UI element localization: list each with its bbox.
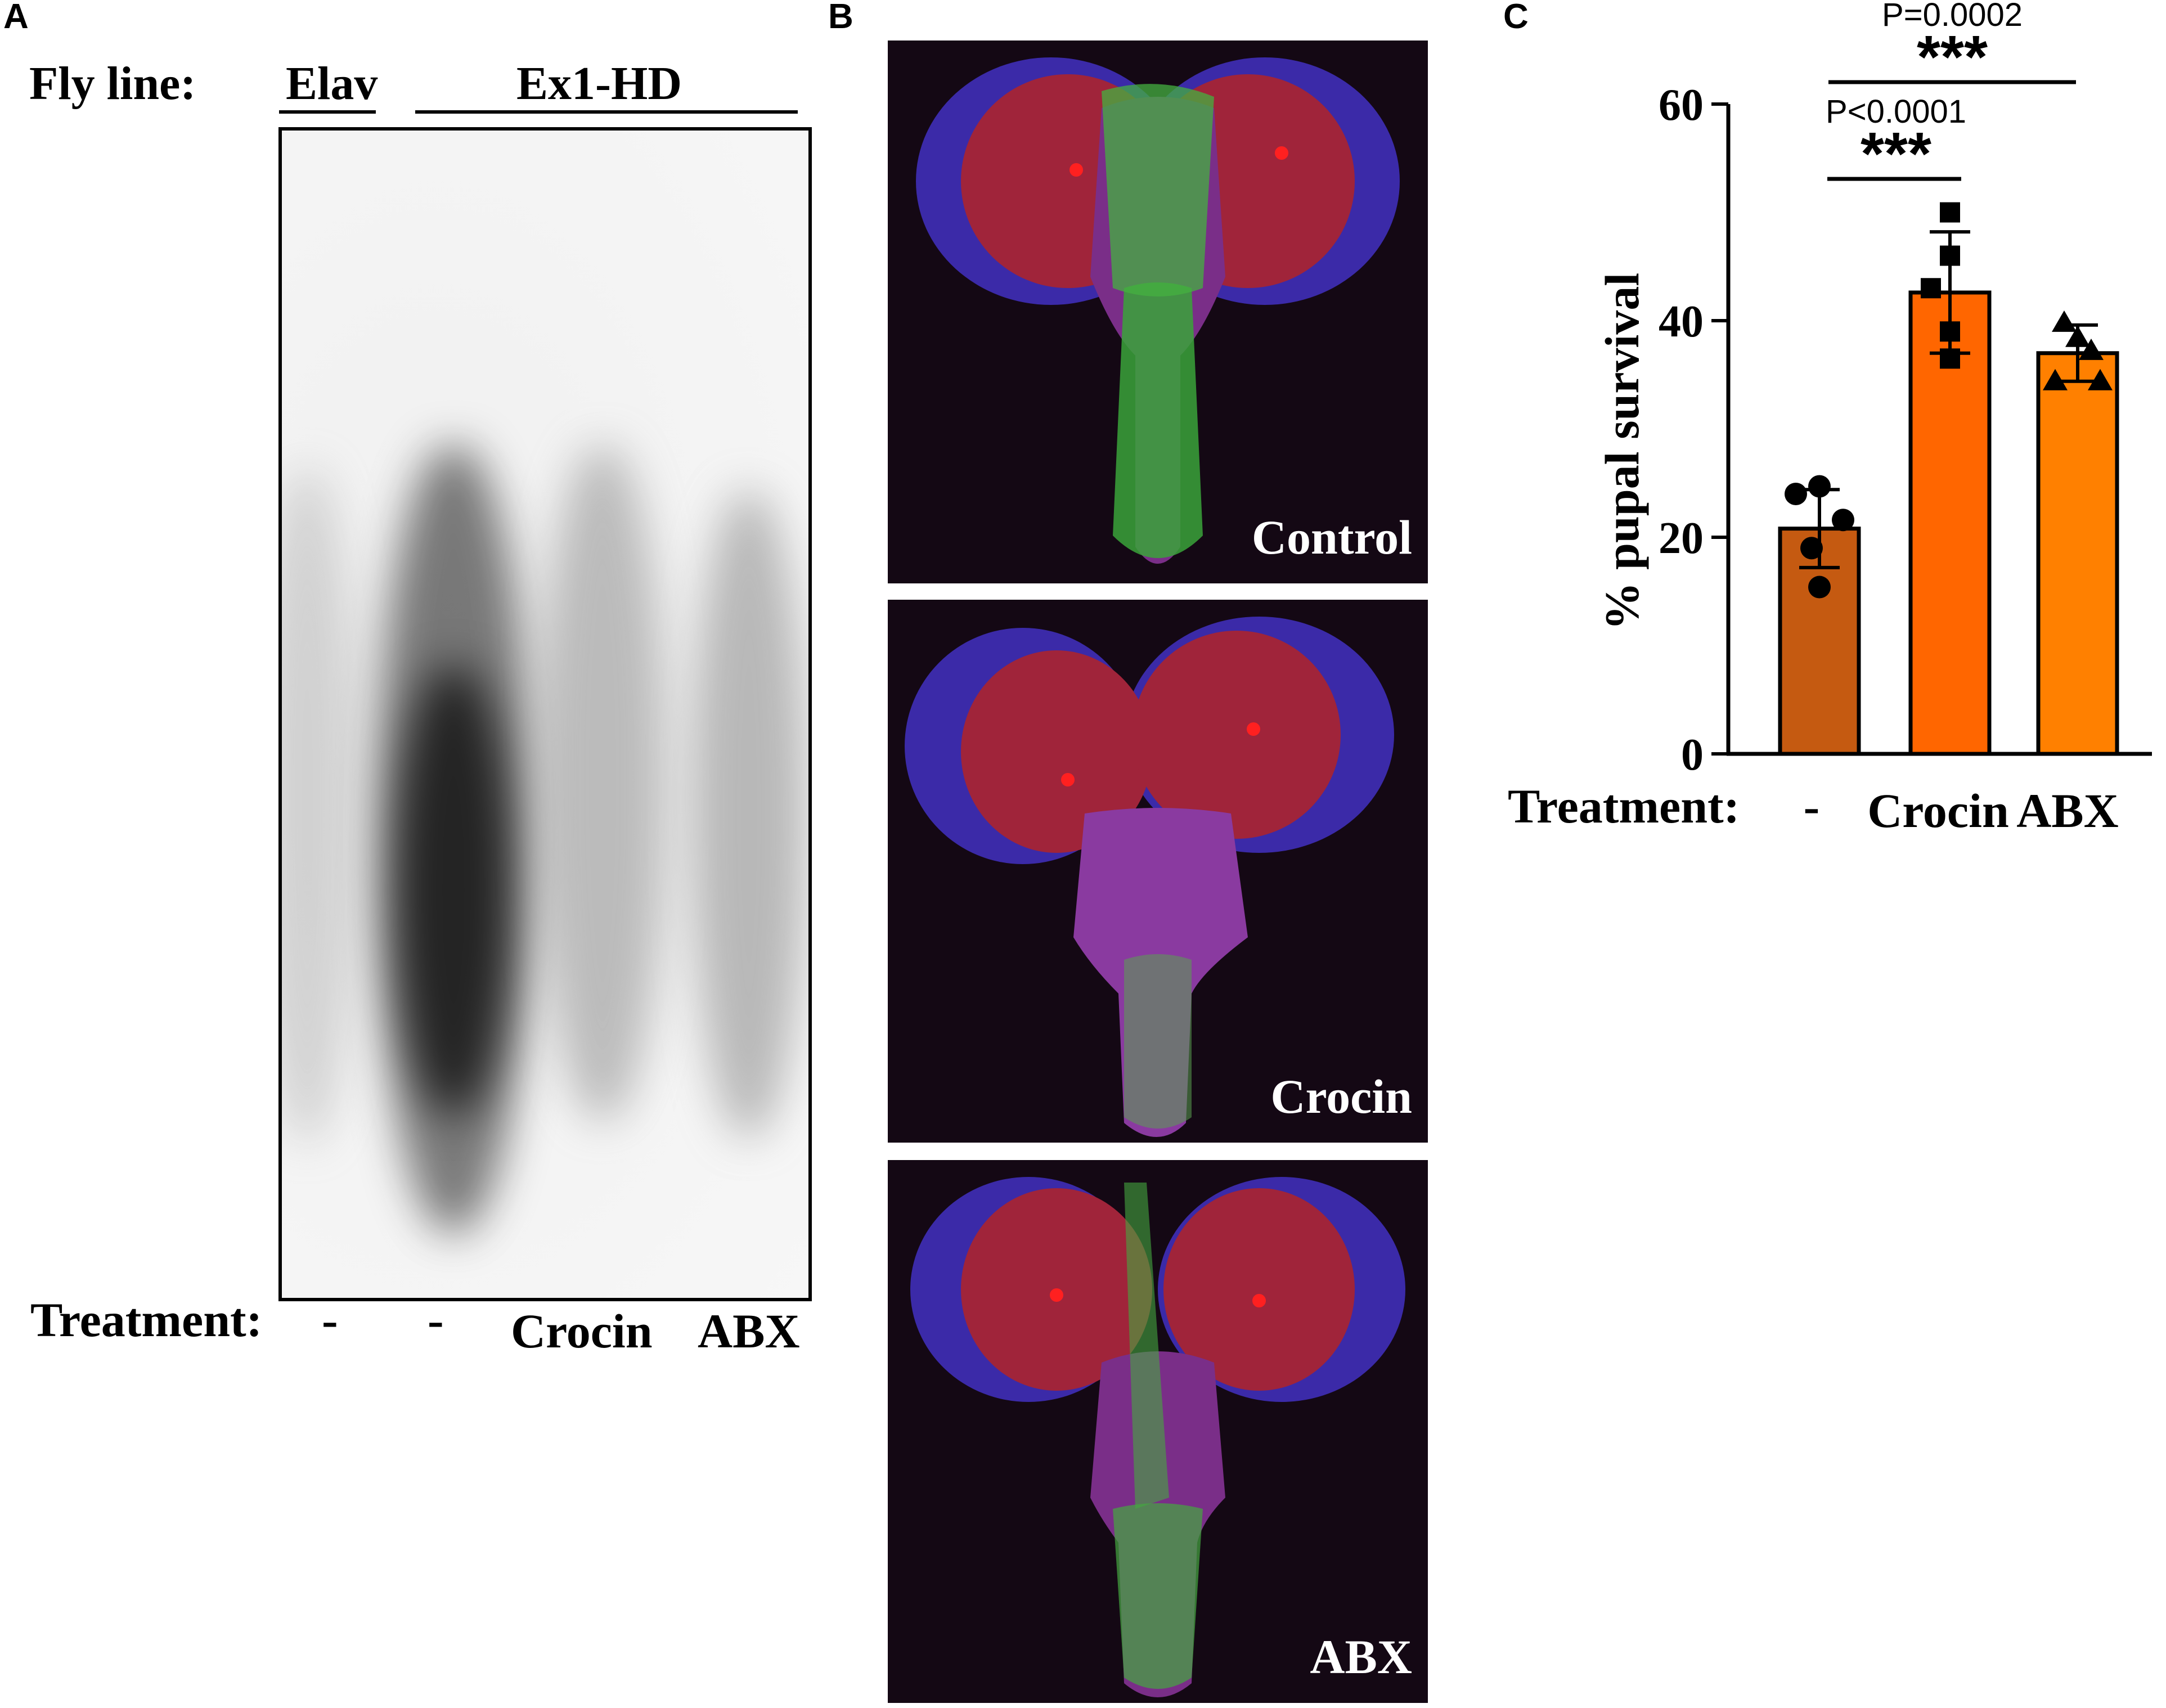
brain-graphic-abx	[910, 1177, 1405, 1697]
y-tick-label-2: 40	[1659, 297, 1704, 347]
treatment-label-c: Treatment:	[1508, 779, 1740, 833]
x-tick-label-1: Crocin	[1867, 784, 2009, 838]
blot-smear-lane-2-core	[397, 665, 510, 1115]
data-point-2-3	[2043, 368, 2068, 390]
blot-smear-lane-1	[282, 468, 355, 1143]
sig-stars-2: ***	[1917, 23, 1988, 91]
lane-1-treatment: -	[322, 1293, 338, 1347]
y-tick-label-1: 20	[1659, 514, 1704, 563]
data-point-0-0	[1808, 475, 1831, 498]
fly-line-elav: Elav	[286, 57, 378, 110]
sig-stars-1: ***	[1861, 119, 1931, 187]
lane-2-treatment: -	[428, 1293, 444, 1347]
panel-c-letter: C	[1503, 0, 1529, 36]
data-point-2-2	[2079, 338, 2104, 360]
brain-image-crocin: Crocin	[888, 600, 1428, 1143]
brain-label-abx: ABX	[1310, 1630, 1412, 1684]
panel-a-letter: A	[3, 0, 29, 36]
blot-smear-lane-3	[541, 446, 664, 1121]
data-point-1-0	[1940, 202, 1960, 223]
sig-p-text-1: P<0.0001	[1826, 93, 1966, 130]
panel-b-letter: B	[828, 0, 853, 36]
bar-2	[2036, 351, 2119, 756]
data-point-1-1	[1940, 245, 1960, 266]
fly-line-label: Fly line:	[29, 57, 196, 110]
western-blot-image	[278, 127, 812, 1301]
data-point-0-4	[1808, 576, 1831, 599]
lane-3-treatment: Crocin	[511, 1304, 653, 1358]
treatment-label-a: Treatment:	[30, 1293, 263, 1347]
y-tick-label-3: 60	[1659, 80, 1704, 130]
elav-underline	[279, 110, 376, 114]
data-point-2-4	[2088, 368, 2113, 390]
data-point-1-3	[1940, 321, 1960, 342]
data-point-0-1	[1785, 483, 1807, 505]
data-point-1-4	[1940, 348, 1960, 369]
y-tick-label-0: 0	[1681, 730, 1704, 780]
brain-graphic-control	[916, 57, 1400, 564]
data-point-2-1	[2065, 325, 2090, 347]
brain-image-control: Control	[888, 41, 1428, 583]
y-axis-label: % pupal survival	[1595, 273, 1649, 631]
fly-line-ex1hd: Ex1-HD	[516, 57, 682, 110]
brain-image-abx: ABX	[888, 1160, 1428, 1703]
data-point-2-0	[2052, 310, 2077, 332]
blot-smear-lane-4	[693, 491, 805, 1138]
x-tick-label-2: ABX	[2016, 784, 2119, 838]
x-tick-label-0: -	[1804, 779, 1820, 833]
bar-1	[1908, 290, 1992, 756]
sig-p-text-2: P=0.0002	[1882, 0, 2023, 33]
lane-4-treatment: ABX	[698, 1304, 800, 1358]
ex1hd-underline	[415, 110, 798, 114]
data-point-0-2	[1832, 509, 1854, 532]
data-point-0-3	[1800, 537, 1823, 560]
data-point-1-2	[1921, 278, 1941, 299]
brain-graphic-crocin	[905, 617, 1394, 1137]
brain-label-control: Control	[1251, 510, 1412, 564]
brain-label-crocin: Crocin	[1270, 1069, 1412, 1123]
